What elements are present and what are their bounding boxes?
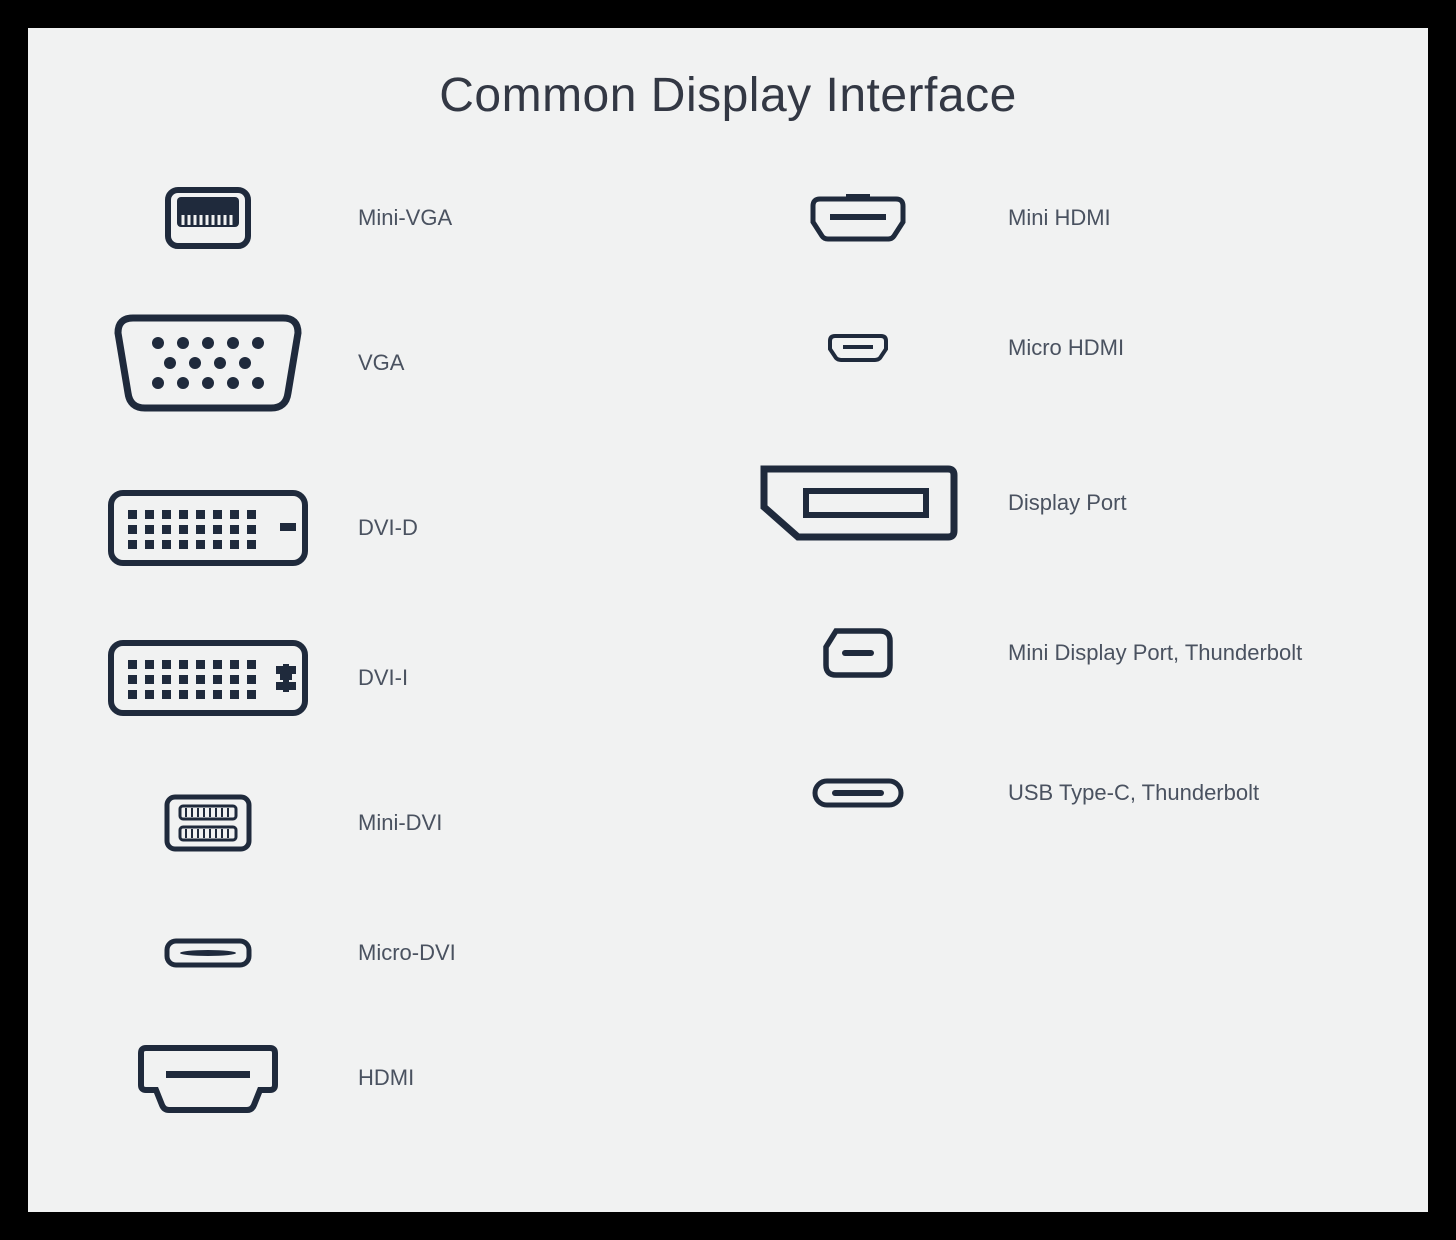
row-hdmi: HDMI [88,1013,718,1143]
micro-dvi-icon [88,938,328,968]
usb-type-c-icon [738,778,978,808]
row-mini-vga: Mini-VGA [88,163,718,273]
row-micro-hdmi: Micro HDMI [738,273,1368,423]
mini-dvi-icon [88,794,328,852]
vga-label: VGA [358,350,718,376]
mini-dvi-label: Mini-DVI [358,810,718,836]
row-mini-dvi: Mini-DVI [88,753,718,893]
usb-c-label: USB Type-C, Thunderbolt [1008,780,1368,806]
right-column: Mini HDMI Micro HDMI [738,163,1368,1182]
mini-vga-icon [88,187,328,249]
row-vga: VGA [88,273,718,453]
display-port-icon [738,463,978,543]
row-dvi-d: DVI-D [88,453,718,603]
mini-vga-label: Mini-VGA [358,205,718,231]
dvi-i-label: DVI-I [358,665,718,691]
hdmi-label: HDMI [358,1065,718,1091]
mini-dp-label: Mini Display Port, Thunderbolt [1008,640,1368,666]
mini-hdmi-icon [738,194,978,242]
row-micro-dvi: Micro-DVI [88,893,718,1013]
row-usb-c: USB Type-C, Thunderbolt [738,723,1368,863]
canvas: Common Display Interface [28,28,1428,1212]
micro-hdmi-label: Micro HDMI [1008,335,1368,361]
row-display-port: Display Port [738,423,1368,583]
dvi-d-label: DVI-D [358,515,718,541]
mini-display-port-icon [738,627,978,679]
row-mini-dp: Mini Display Port, Thunderbolt [738,583,1368,723]
dvi-d-icon [88,490,328,566]
outer-frame: Common Display Interface [0,0,1456,1240]
hdmi-icon [88,1043,328,1113]
micro-dvi-label: Micro-DVI [358,940,718,966]
row-dvi-i: DVI-I [88,603,718,753]
vga-icon [88,313,328,413]
dvi-i-icon [88,640,328,716]
left-column: Mini-VGA VGA [88,163,718,1182]
micro-hdmi-icon [738,333,978,363]
mini-hdmi-label: Mini HDMI [1008,205,1368,231]
display-port-label: Display Port [1008,490,1368,516]
page-title: Common Display Interface [88,68,1368,123]
row-mini-hdmi: Mini HDMI [738,163,1368,273]
columns-container: Mini-VGA VGA [88,163,1368,1182]
